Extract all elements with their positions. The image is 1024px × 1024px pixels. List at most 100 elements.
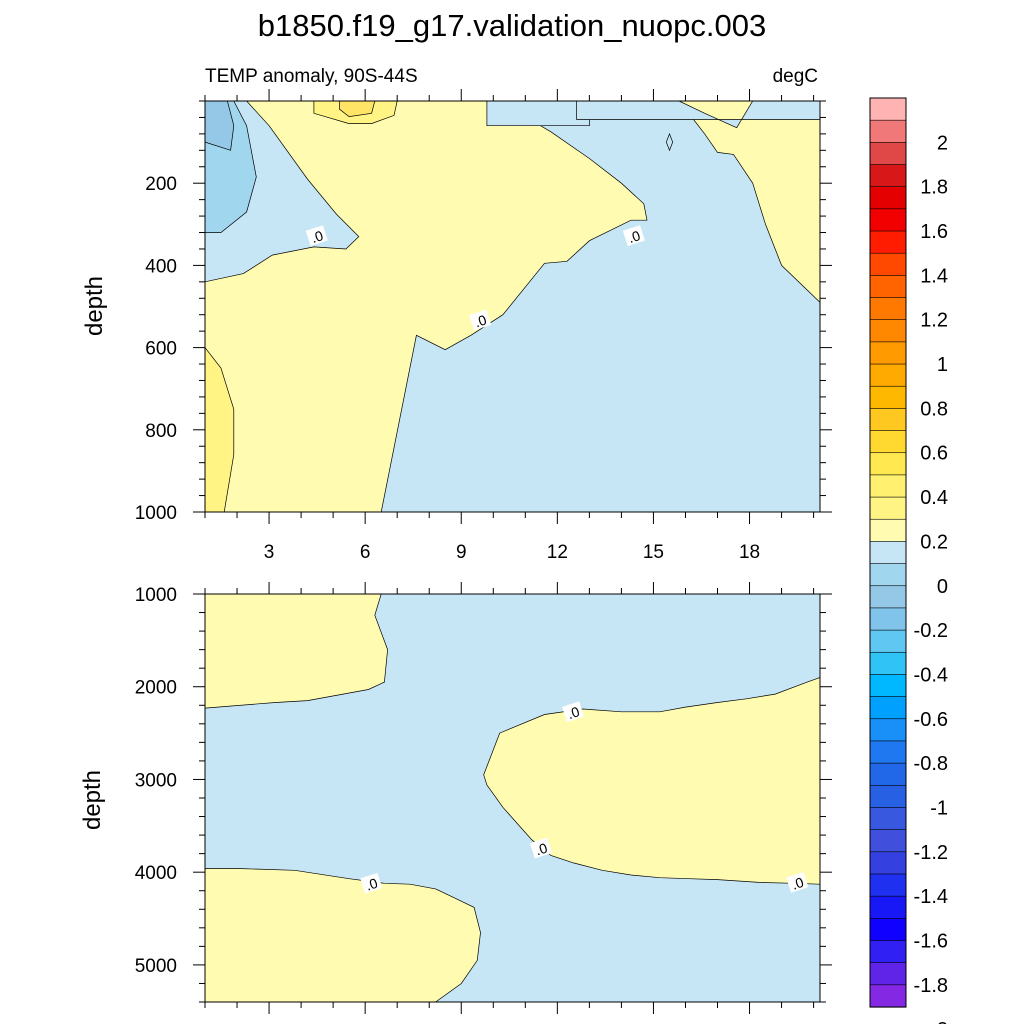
contour-label: .0 bbox=[562, 701, 585, 723]
contour-region bbox=[339, 101, 376, 117]
colorbar-swatch bbox=[869, 807, 907, 831]
colorbar-swatch bbox=[869, 541, 907, 565]
colorbar-label: -0.8 bbox=[914, 753, 948, 775]
colorbar-swatch bbox=[869, 696, 907, 720]
contour-region bbox=[205, 868, 481, 1002]
x-tick-label: 12 bbox=[547, 542, 568, 563]
colorbar-swatch bbox=[869, 363, 907, 387]
colorbar-swatch bbox=[869, 984, 907, 1008]
axes-upper: 3 6 9 12 15 18 200 400 600 800 1000 bbox=[135, 89, 832, 563]
colorbar-swatch bbox=[869, 784, 907, 809]
colorbar-swatch bbox=[869, 430, 907, 454]
y-axis-label-lower: depth bbox=[79, 770, 106, 830]
colorbar-label: 1.6 bbox=[920, 221, 948, 243]
x-tick-label: 15 bbox=[643, 542, 664, 563]
colorbar-swatch bbox=[869, 474, 907, 498]
colorbar-label: 0 bbox=[937, 576, 948, 598]
y-tick-label: 3000 bbox=[135, 770, 177, 791]
colorbar-swatch bbox=[869, 297, 907, 321]
colorbar-label: 0.4 bbox=[920, 487, 948, 509]
y-tick-label: 1000 bbox=[135, 585, 177, 606]
y-tick-label: 5000 bbox=[135, 956, 177, 977]
colorbar-swatch bbox=[869, 164, 907, 188]
contour-label: .0 bbox=[529, 837, 553, 859]
svg-text:.0: .0 bbox=[364, 875, 380, 894]
chart-title: b1850.f19_g17.validation_nuopc.003 bbox=[258, 8, 767, 43]
contour-label: .0 bbox=[360, 872, 383, 894]
colorbar-label: 1 bbox=[937, 354, 948, 376]
colorbar-label: -2 bbox=[930, 1019, 948, 1024]
colorbar-label: -1.8 bbox=[914, 975, 948, 997]
colorbar-swatch bbox=[869, 940, 907, 964]
colorbar: 2 1.8 1.6 1.4 1.2 1 0.8 0.6 0.4 0.2 0 -0.2 -0.4 -0.6 -… bbox=[869, 97, 948, 1024]
colorbar-swatch bbox=[869, 607, 907, 631]
contour-region bbox=[665, 132, 674, 152]
panel-upper: TEMP anomaly, 90S-44S degC depth .0 .0.0 … bbox=[81, 66, 832, 563]
colorbar-swatch bbox=[869, 829, 907, 853]
contour-region bbox=[486, 101, 590, 127]
colorbar-swatch bbox=[869, 119, 907, 143]
colorbar-swatch bbox=[869, 275, 907, 299]
contour-labels-lower: .0 .0 .0 .0 bbox=[360, 701, 809, 894]
colorbar-swatch bbox=[869, 142, 907, 166]
colorbar-swatch bbox=[869, 452, 907, 476]
colorbar-label: 0.2 bbox=[920, 531, 948, 553]
svg-text:.0: .0 bbox=[472, 311, 488, 330]
contour-fill-lower bbox=[205, 594, 820, 1002]
y-axis-label-upper: depth bbox=[81, 276, 108, 336]
colorbar-label: 1.4 bbox=[920, 265, 948, 287]
colorbar-swatch bbox=[869, 651, 907, 676]
colorbar-label: -0.4 bbox=[914, 664, 948, 686]
colorbar-label: 1.2 bbox=[920, 310, 948, 332]
colorbar-swatch bbox=[869, 762, 907, 786]
colorbar-swatch bbox=[869, 97, 907, 121]
colorbar-swatch bbox=[869, 895, 907, 919]
contour-label: .0 bbox=[786, 871, 809, 893]
colorbar-swatch bbox=[869, 962, 907, 986]
x-tick-label: 9 bbox=[456, 542, 467, 563]
plot-frame bbox=[204, 100, 821, 513]
x-tick-label: 18 bbox=[739, 542, 760, 563]
x-tick-label: 3 bbox=[264, 542, 275, 563]
contour-fill-upper bbox=[205, 101, 820, 512]
y-tick-label: 4000 bbox=[135, 863, 177, 884]
contour-region bbox=[576, 101, 820, 129]
colorbar-swatch bbox=[869, 918, 907, 942]
colorbar-label: -0.2 bbox=[914, 620, 948, 642]
colorbar-swatch bbox=[869, 563, 907, 587]
colorbar-swatch bbox=[869, 629, 907, 653]
colorbar-label: -0.6 bbox=[914, 709, 948, 731]
colorbar-label: -1.6 bbox=[914, 931, 948, 953]
contour-label: .0 bbox=[469, 309, 492, 331]
axes-lower: 1000 2000 3000 4000 5000 bbox=[135, 582, 832, 1014]
colorbar-label: -1 bbox=[930, 798, 948, 820]
panel-lower: depth .0 .0 .0 .0 1000 2000 3000 4000 5000 bbox=[79, 582, 832, 1014]
y-tick-label: 2000 bbox=[135, 678, 177, 699]
colorbar-swatch bbox=[869, 496, 907, 520]
contour-region bbox=[205, 347, 235, 512]
colorbar-swatch bbox=[869, 718, 907, 742]
colorbar-swatch bbox=[869, 319, 907, 343]
colorbar-swatch bbox=[869, 674, 907, 698]
colorbar-label: -1.2 bbox=[914, 842, 948, 864]
colorbar-label: 2 bbox=[937, 132, 948, 154]
colorbar-swatch bbox=[869, 230, 907, 254]
svg-text:.0: .0 bbox=[533, 840, 549, 859]
contour-label: .0 bbox=[622, 225, 645, 247]
colorbar-swatch bbox=[869, 208, 907, 232]
colorbar-label: 0.8 bbox=[920, 398, 948, 420]
colorbar-swatch bbox=[869, 518, 907, 543]
y-tick-label: 800 bbox=[145, 421, 177, 442]
y-tick-label: 1000 bbox=[135, 503, 177, 524]
y-tick-label: 400 bbox=[145, 256, 177, 277]
y-tick-label: 600 bbox=[145, 339, 177, 360]
colorbar-swatch bbox=[869, 186, 907, 210]
svg-text:.0: .0 bbox=[309, 227, 325, 246]
subtitle-left: TEMP anomaly, 90S-44S bbox=[205, 66, 418, 87]
colorbar-swatch bbox=[869, 341, 907, 365]
colorbar-swatch bbox=[869, 851, 907, 875]
colorbar-swatch bbox=[869, 585, 907, 609]
colorbar-label: -1.4 bbox=[914, 886, 948, 908]
subtitle-right: degC bbox=[773, 66, 818, 87]
